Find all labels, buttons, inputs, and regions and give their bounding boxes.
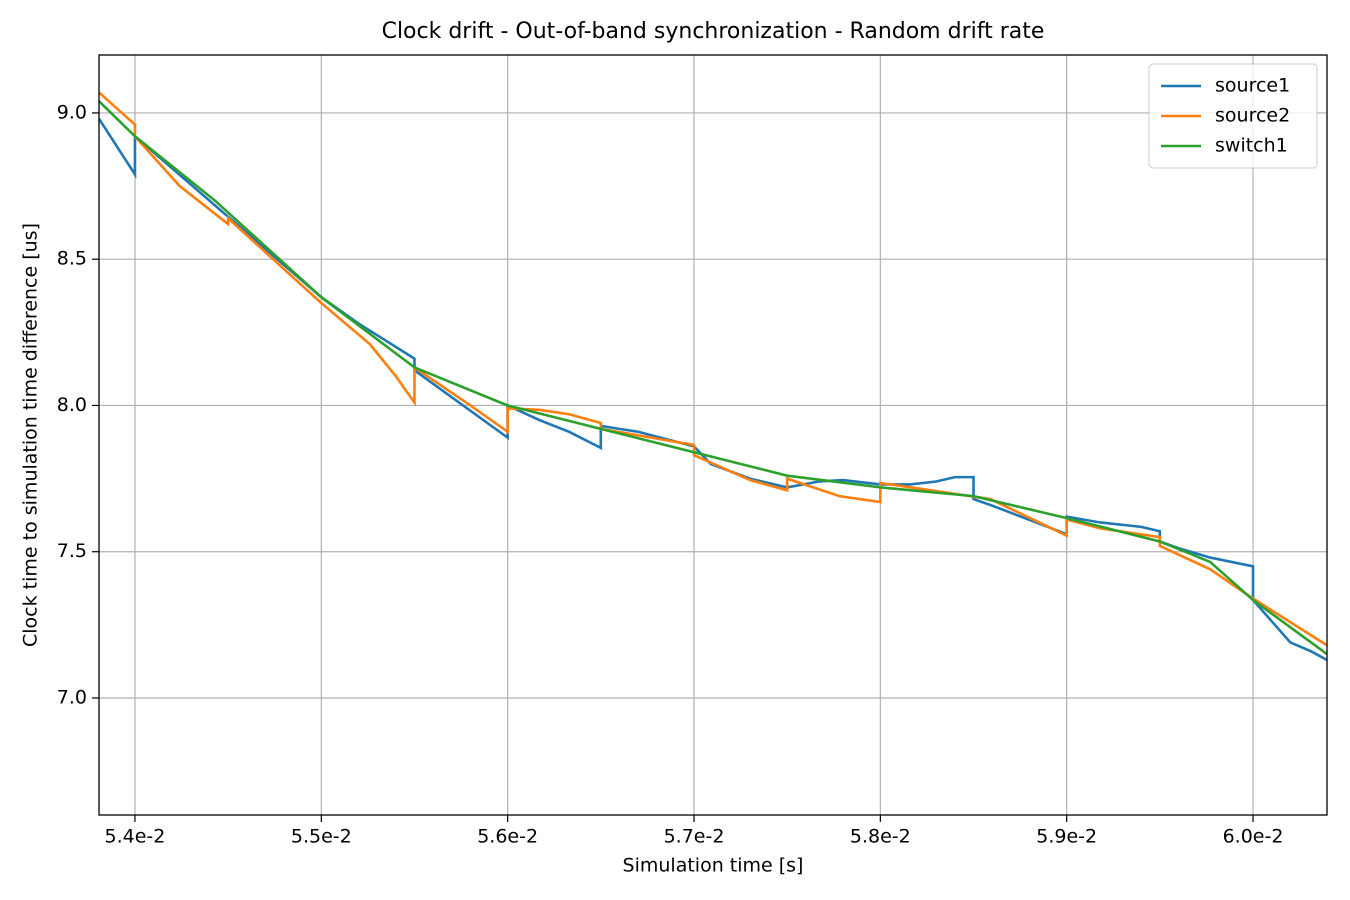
y-tick-label: 8.0 <box>57 394 87 416</box>
plot-frame <box>98 54 1328 816</box>
legend-box <box>1148 63 1318 169</box>
y-tick-label: 9.0 <box>57 101 87 123</box>
series-line <box>99 91 1327 647</box>
x-tick-label: 6.0e-2 <box>1223 826 1284 848</box>
y-axis-label: Clock time to simulation time difference… <box>20 223 42 647</box>
y-tick-label: 8.5 <box>57 248 87 270</box>
x-tick-label: 5.8e-2 <box>850 826 911 848</box>
chart-title: Clock drift - Out-of-band synchronizatio… <box>382 19 1045 44</box>
x-tick-label: 5.9e-2 <box>1036 826 1097 848</box>
x-tick-label: 5.6e-2 <box>477 826 538 848</box>
series-line <box>99 100 1327 656</box>
x-tick-label: 5.4e-2 <box>105 826 166 848</box>
x-axis-label: Simulation time [s] <box>623 855 804 877</box>
legend-label: source2 <box>1215 105 1290 127</box>
series-line <box>99 118 1327 662</box>
x-tick-label: 5.7e-2 <box>664 826 725 848</box>
y-tick-label: 7.5 <box>57 540 87 562</box>
legend-label: switch1 <box>1215 135 1288 157</box>
x-tick-label: 5.5e-2 <box>291 826 352 848</box>
y-tick-label: 7.0 <box>57 686 87 708</box>
legend-label: source1 <box>1215 75 1290 97</box>
